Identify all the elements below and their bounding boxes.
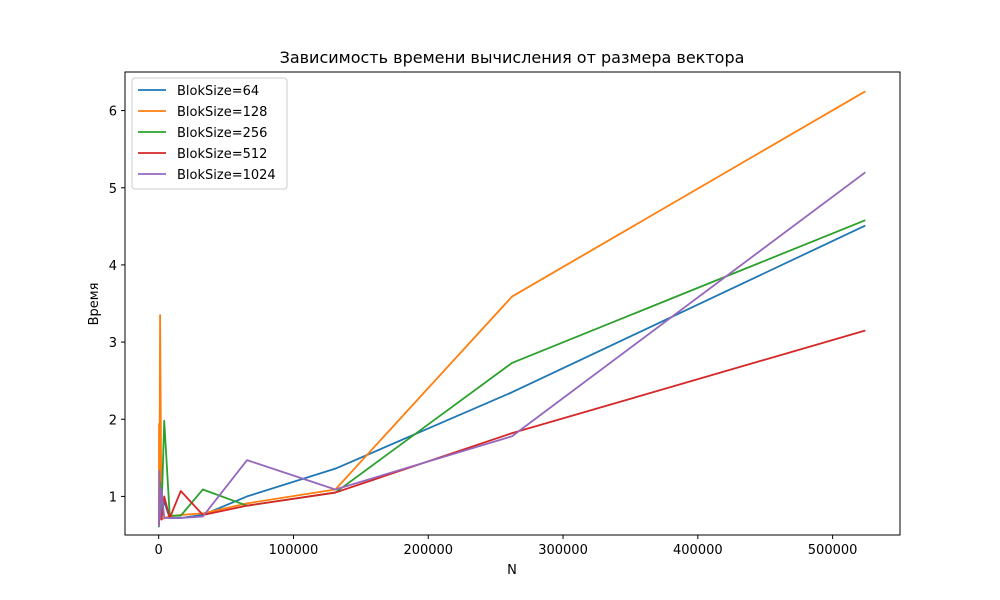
y-ticks: 1 2 3 4 5 6 <box>109 105 125 505</box>
y-axis-label: Время <box>87 283 102 326</box>
y-tick-label-2: 2 <box>109 413 117 428</box>
legend-label-4: BlokSize=512 <box>177 147 267 162</box>
legend-label-5: BlokSize=1024 <box>177 168 276 183</box>
x-tick-label-3: 200000 <box>403 543 453 558</box>
y-tick-label-3: 3 <box>109 336 117 351</box>
legend-label-1: BlokSize=64 <box>177 84 259 99</box>
x-tick-label-6: 500000 <box>808 543 858 558</box>
x-tick-label-2: 100000 <box>269 543 319 558</box>
y-tick-label-1: 1 <box>109 490 117 505</box>
x-axis-label: N <box>507 563 517 578</box>
x-ticks: 0 100000 200000 300000 400000 500000 <box>155 535 858 558</box>
chart-title: Зависимость времени вычисления от размер… <box>280 48 745 67</box>
y-tick-label-5: 5 <box>109 182 117 197</box>
plot-lines <box>157 90 866 528</box>
x-tick-label-1: 0 <box>155 543 163 558</box>
series-line-5 <box>157 171 866 527</box>
legend: BlokSize=64 BlokSize=128 BlokSize=256 BlokS… <box>131 77 288 190</box>
x-tick-label-4: 300000 <box>538 543 588 558</box>
legend-label-3: BlokSize=256 <box>177 126 267 141</box>
legend-box <box>131 77 288 190</box>
plot-frame <box>124 71 901 536</box>
legend-label-2: BlokSize=128 <box>177 105 267 120</box>
y-tick-label-4: 4 <box>109 259 117 274</box>
x-tick-label-5: 400000 <box>673 543 723 558</box>
y-tick-label-6: 6 <box>109 105 117 120</box>
